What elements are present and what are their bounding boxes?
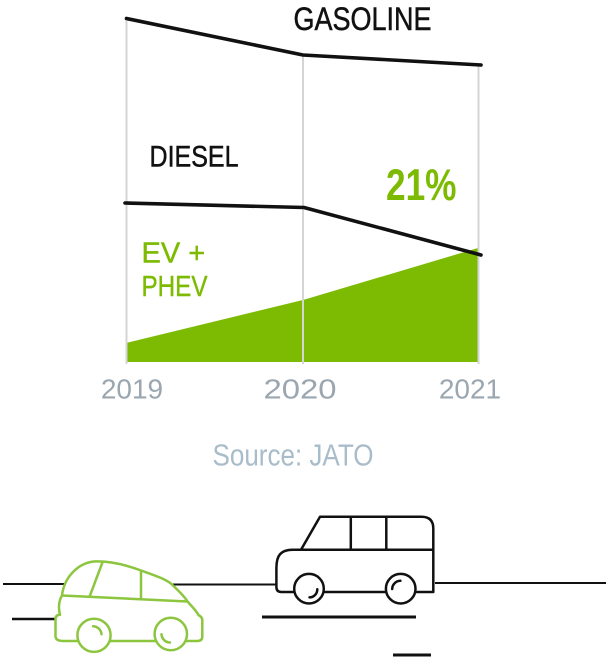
svg-text:2021: 2021 <box>439 374 501 405</box>
svg-text:Source: JATO: Source: JATO <box>213 438 374 473</box>
svg-text:DIESEL: DIESEL <box>150 141 239 174</box>
svg-text:2019: 2019 <box>101 373 163 404</box>
svg-text:GASOLINE: GASOLINE <box>294 1 432 37</box>
svg-text:2020: 2020 <box>264 373 337 404</box>
svg-text:21%: 21% <box>386 161 457 210</box>
svg-text:EV +: EV + <box>142 238 206 270</box>
svg-text:PHEV: PHEV <box>142 271 209 303</box>
